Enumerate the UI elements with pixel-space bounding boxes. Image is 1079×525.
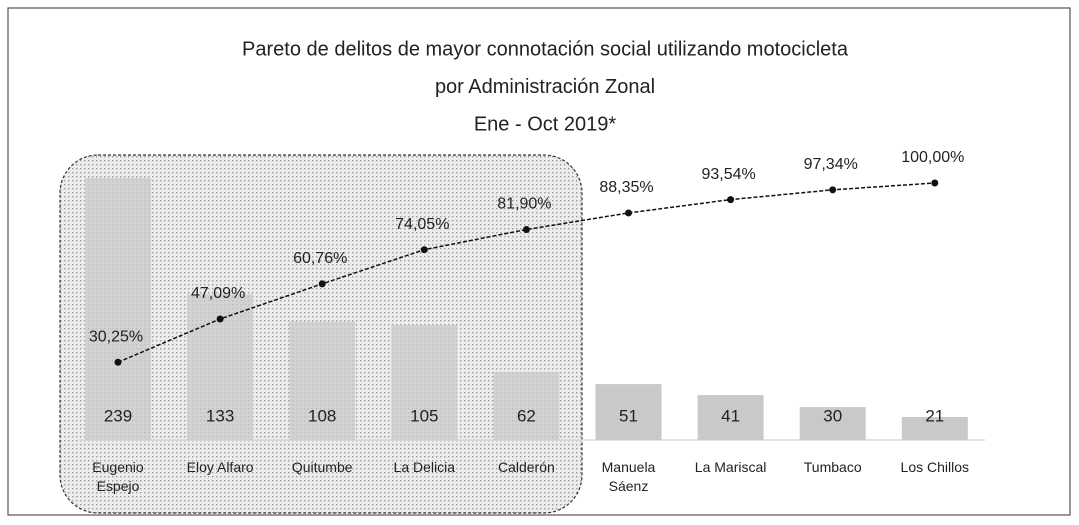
line-point: [114, 358, 122, 366]
bar-label: 21: [925, 406, 944, 425]
x-tick-label: Los Chillos: [900, 459, 970, 475]
line-label: 47,09%: [191, 285, 245, 302]
x-tick-label: Eloy Alfaro: [186, 459, 254, 475]
bar: [697, 395, 764, 440]
x-tick-label: La Mariscal: [694, 459, 767, 475]
x-tick-label: Calderón: [497, 459, 555, 475]
line-point: [829, 186, 837, 194]
bar-label: 51: [619, 406, 638, 425]
bar: [289, 321, 356, 440]
bar-label: 239: [104, 406, 132, 425]
bar-label: 41: [721, 406, 740, 425]
x-tick-label: Tumbaco: [803, 459, 862, 475]
chart-title: por Administración Zonal: [435, 76, 655, 98]
x-tick-label: Manuela Sáenz: [601, 459, 656, 494]
bar-label: 108: [308, 406, 336, 425]
bar-label: 62: [517, 406, 536, 425]
x-tick-label: Quitumbe: [291, 459, 353, 475]
line-point: [931, 179, 939, 187]
x-tick-label: Eugenio Espejo: [92, 459, 144, 494]
line-point: [727, 196, 735, 204]
bar-label: 133: [206, 406, 234, 425]
bar: [85, 178, 151, 440]
line-label: 97,34%: [804, 156, 858, 173]
line-point: [522, 226, 530, 234]
line-label: 93,54%: [701, 166, 755, 183]
bar: [901, 416, 968, 440]
bar-label: 30: [823, 406, 842, 425]
chart-title: Ene - Oct 2019*: [474, 113, 617, 135]
line-label: 81,90%: [497, 196, 551, 213]
line-label: 74,05%: [395, 216, 449, 233]
line-point: [625, 209, 632, 217]
x-tick-label: La Delicia: [393, 459, 456, 475]
line-point: [318, 280, 326, 288]
bar: [799, 407, 866, 440]
line-label: 88,35%: [599, 179, 653, 196]
line-point: [420, 246, 428, 254]
bar-label: 105: [410, 406, 438, 425]
line-point: [216, 315, 224, 323]
frame: [7, 7, 1071, 516]
bar: [493, 372, 560, 440]
line-label: 100,00%: [901, 149, 964, 166]
bar: [595, 384, 662, 440]
line-label: 60,76%: [293, 250, 347, 267]
bar: [391, 324, 458, 440]
cumulative-line: [117, 182, 935, 363]
line-label: 30,25%: [89, 328, 143, 345]
chart-title: Pareto de delitos de mayor connotación s…: [242, 38, 849, 60]
